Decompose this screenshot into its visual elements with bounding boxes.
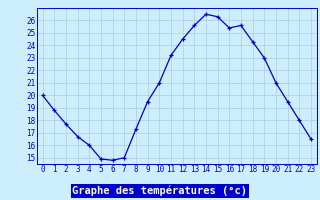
Text: Graphe des températures (°c): Graphe des températures (°c) — [73, 186, 247, 196]
